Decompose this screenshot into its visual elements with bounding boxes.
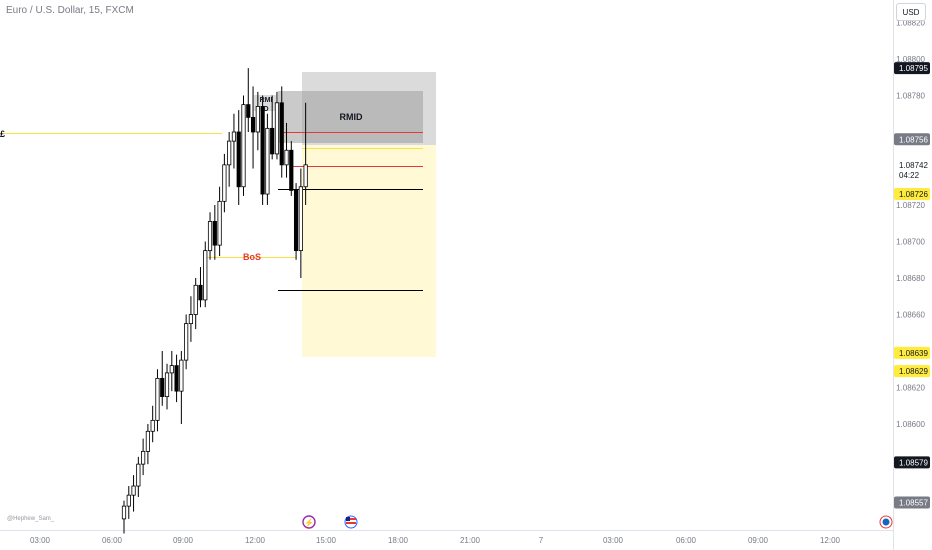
price-label: 1.08639 bbox=[899, 349, 928, 358]
price-label-bg bbox=[894, 496, 930, 509]
x-tick-label: 18:00 bbox=[388, 536, 409, 545]
candle-body bbox=[236, 131, 241, 188]
y-tick-label: 1.08700 bbox=[896, 238, 925, 247]
discount-zone bbox=[302, 145, 436, 357]
candle-body bbox=[184, 323, 189, 361]
candle-body bbox=[155, 377, 160, 421]
candle-body bbox=[193, 284, 198, 315]
candle-body bbox=[298, 186, 303, 252]
candle-body bbox=[121, 505, 127, 520]
y-tick-label: 1.08660 bbox=[896, 311, 925, 320]
candle-body bbox=[250, 117, 256, 133]
candle-body bbox=[207, 221, 213, 252]
y-tick-label: 1.08780 bbox=[896, 92, 925, 101]
rmid-small-label: D bbox=[263, 106, 268, 113]
candle-body bbox=[217, 200, 222, 246]
candle-body bbox=[174, 365, 179, 392]
rmid-small-label: RMI bbox=[260, 97, 273, 104]
watermark: @Hephew_Sam_ bbox=[7, 516, 55, 522]
y-tick-label: 1.08820 bbox=[896, 19, 925, 28]
candle-body bbox=[279, 102, 284, 166]
candle-body bbox=[164, 372, 170, 398]
price-label: 1.08756 bbox=[899, 135, 928, 144]
price-label-bg bbox=[894, 456, 930, 469]
price-label-bg bbox=[894, 133, 930, 146]
candle-body bbox=[231, 131, 237, 142]
candle-body bbox=[188, 314, 194, 325]
x-tick-label: 03:00 bbox=[603, 536, 624, 545]
candle-body bbox=[284, 149, 289, 166]
candle-body bbox=[160, 377, 165, 398]
x-tick-label: 09:00 bbox=[748, 536, 769, 545]
candle-body bbox=[265, 127, 270, 195]
price-label-bg bbox=[894, 346, 930, 359]
candle-body bbox=[274, 102, 280, 155]
flag-canton bbox=[346, 517, 350, 521]
candle-body bbox=[131, 485, 136, 496]
candle-body bbox=[203, 250, 208, 301]
countdown-label: 04:22 bbox=[899, 171, 920, 180]
rmid-label: RMID bbox=[340, 112, 363, 122]
x-tick-label: 06:00 bbox=[676, 536, 697, 545]
price-label: 1.08579 bbox=[899, 458, 928, 467]
y-tick-label: 1.08720 bbox=[896, 201, 925, 210]
price-label-bg bbox=[894, 365, 930, 378]
bos-label: BoS bbox=[243, 252, 261, 262]
candle-body bbox=[241, 104, 246, 188]
candle-body bbox=[212, 221, 217, 246]
price-label: 1.08795 bbox=[899, 64, 928, 73]
flag-stripe bbox=[346, 518, 356, 520]
chart-title: Euro / U.S. Dollar, 15, FXCM bbox=[6, 5, 134, 16]
flash-glyph: ⚡ bbox=[304, 518, 314, 528]
rmid-zone bbox=[278, 91, 423, 143]
candle-body bbox=[289, 149, 294, 191]
x-tick-label: 09:00 bbox=[173, 536, 194, 545]
price-label: 1.08726 bbox=[899, 190, 928, 199]
flag-stripe bbox=[346, 522, 356, 524]
price-label-bg bbox=[894, 62, 930, 75]
candle-body bbox=[293, 189, 299, 252]
x-tick-label: 12:00 bbox=[820, 536, 841, 545]
flash-event-icon[interactable] bbox=[302, 515, 316, 529]
globe-core bbox=[882, 518, 890, 526]
candle-body bbox=[198, 284, 203, 301]
x-tick-label: 03:00 bbox=[30, 536, 51, 545]
candle-body bbox=[150, 419, 155, 432]
candle-body bbox=[145, 430, 150, 452]
left-marker-label: £ bbox=[0, 129, 5, 139]
candle-body bbox=[255, 106, 260, 133]
x-tick-label: 12:00 bbox=[245, 536, 266, 545]
y-tick-label: 1.08620 bbox=[896, 384, 925, 393]
candle-body bbox=[141, 450, 146, 465]
price-label-bg bbox=[894, 188, 930, 201]
candle-body bbox=[222, 164, 227, 202]
candle-body bbox=[136, 463, 141, 487]
candle-body bbox=[169, 365, 174, 374]
candle-body bbox=[270, 127, 275, 155]
candle-body bbox=[246, 104, 251, 118]
x-tick-label: 21:00 bbox=[460, 536, 481, 545]
price-label: 1.08629 bbox=[899, 367, 928, 376]
x-tick-label: 7 bbox=[539, 536, 544, 545]
price-label: 1.08557 bbox=[899, 498, 928, 507]
candle-body bbox=[126, 494, 131, 507]
x-tick-label: 15:00 bbox=[316, 536, 337, 545]
price-label: 1.08742 bbox=[899, 161, 928, 170]
y-tick-label: 1.08680 bbox=[896, 274, 925, 283]
currency-button[interactable]: USD bbox=[896, 3, 926, 21]
x-tick-label: 06:00 bbox=[102, 536, 123, 545]
candle-body bbox=[303, 164, 308, 188]
candle-body bbox=[227, 140, 232, 166]
candle-body bbox=[260, 106, 265, 195]
candle-body bbox=[179, 359, 184, 392]
y-tick-label: 1.08800 bbox=[896, 55, 925, 64]
y-tick-label: 1.08600 bbox=[896, 420, 925, 429]
